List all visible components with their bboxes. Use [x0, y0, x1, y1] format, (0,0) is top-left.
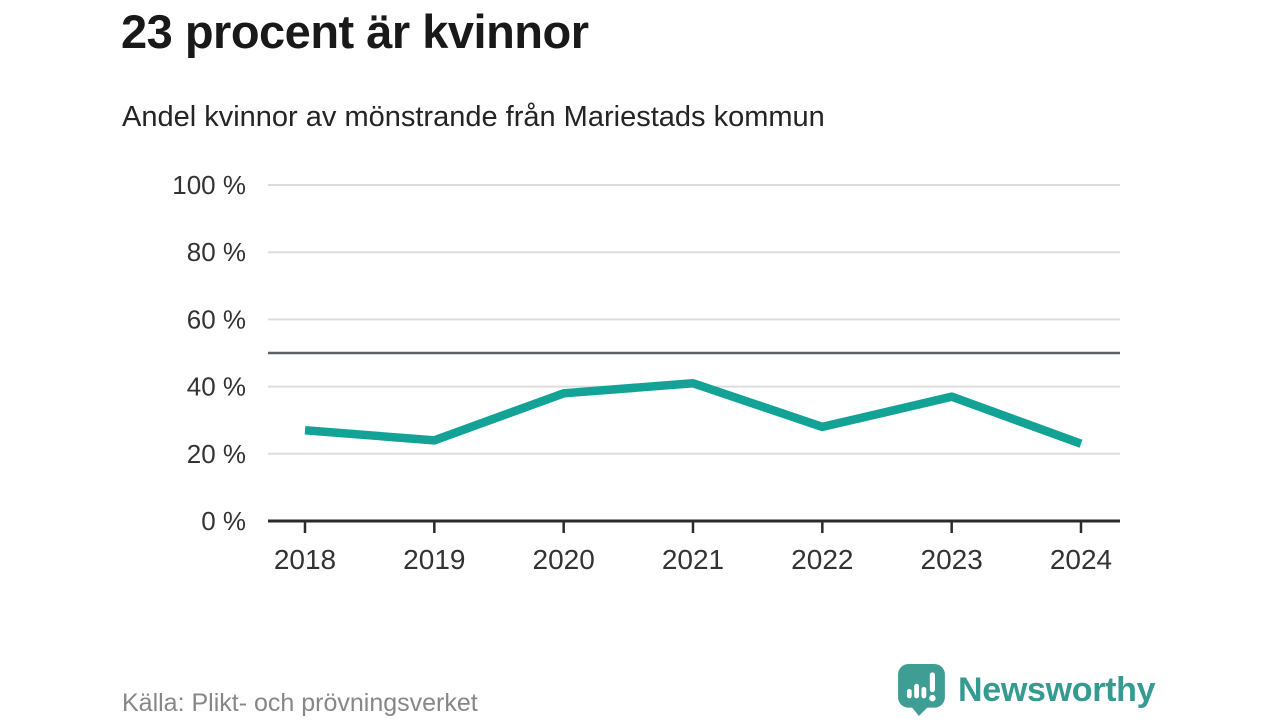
bar-chart-bubble-icon	[898, 664, 945, 716]
x-tick-label: 2023	[921, 544, 983, 575]
x-tick-label: 2018	[274, 544, 336, 575]
x-tick-label: 2020	[533, 544, 595, 575]
series-line	[304, 378, 1083, 448]
y-tick-label: 80 %	[187, 237, 246, 267]
y-tick-label: 40 %	[187, 372, 246, 402]
x-tick-label: 2019	[403, 544, 465, 575]
source-note: Källa: Plikt- och prövningsverket	[122, 689, 478, 717]
x-tick-label: 2024	[1050, 544, 1112, 575]
y-tick-label: 20 %	[187, 439, 246, 469]
chart-subtitle: Andel kvinnor av mönstrande från Mariest…	[122, 101, 825, 133]
x-tick-label: 2022	[791, 544, 853, 575]
newsworthy-logo: Newsworthy	[897, 664, 1156, 716]
y-tick-label: 0 %	[201, 506, 246, 536]
chart-title: 23 procent är kvinnor	[121, 5, 589, 58]
x-tick-label: 2021	[662, 544, 724, 575]
y-tick-label: 100 %	[172, 170, 246, 200]
brand-name: Newsworthy	[958, 670, 1156, 709]
y-tick-label: 60 %	[187, 304, 246, 334]
